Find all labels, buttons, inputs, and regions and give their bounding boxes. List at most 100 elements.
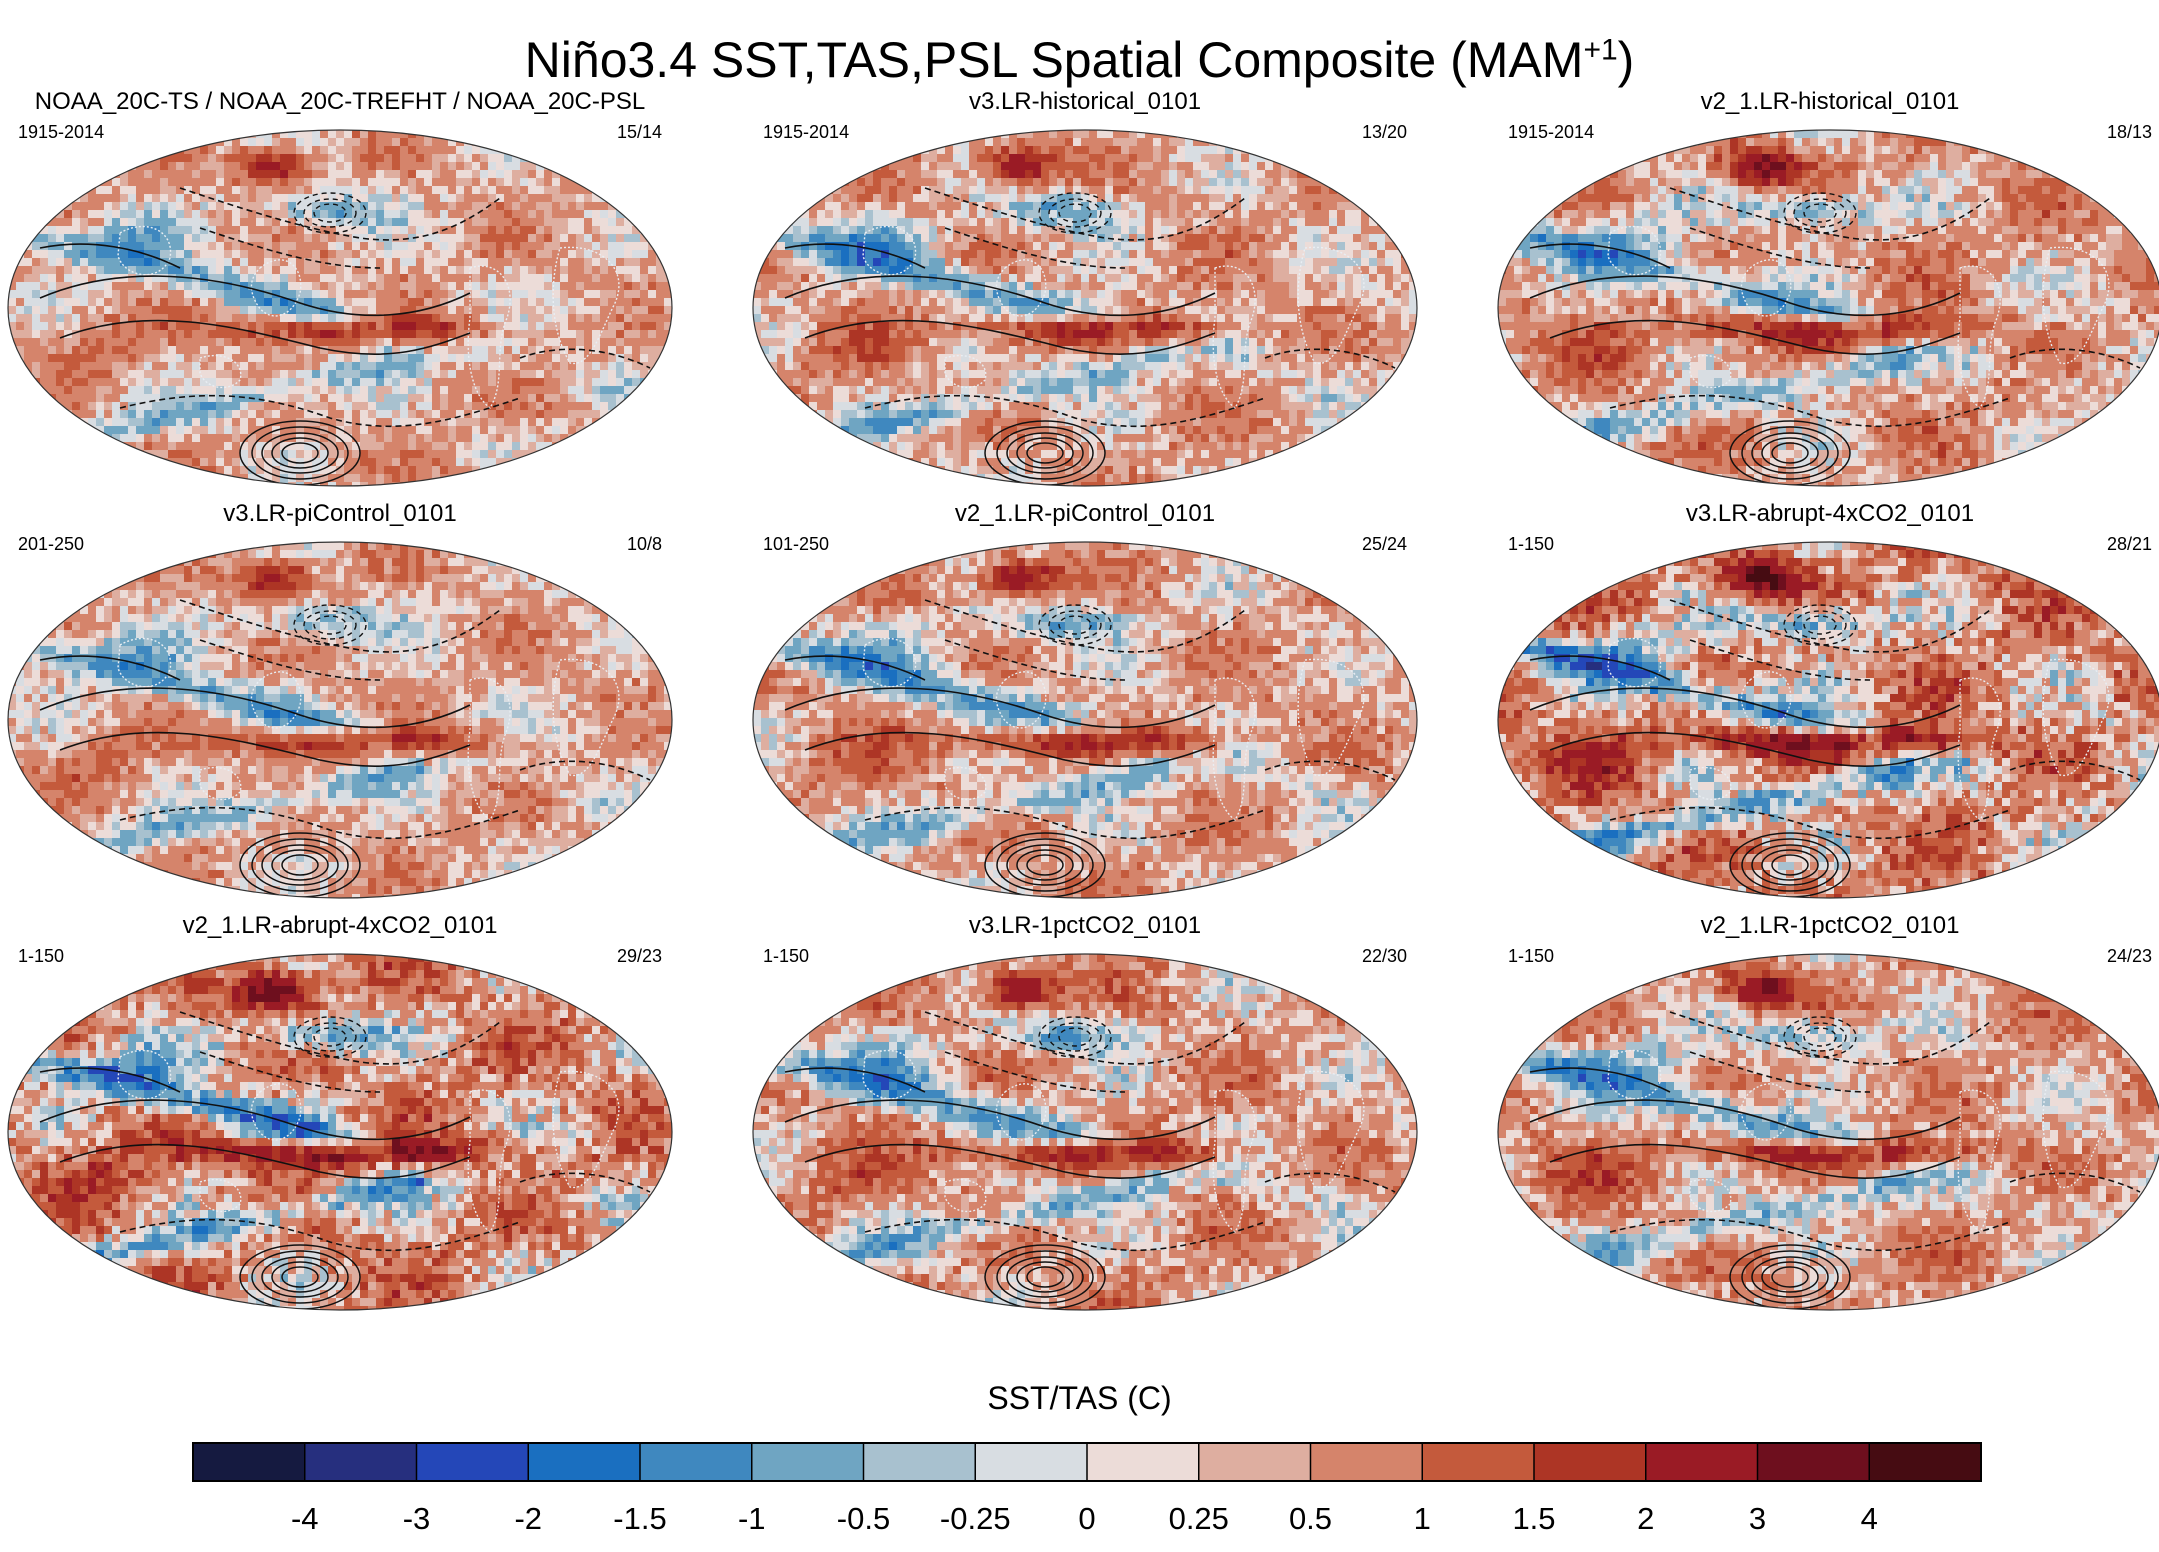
sst-cell [288,186,297,195]
sst-cell [320,250,329,259]
sst-cell [520,434,529,443]
sst-cell [568,162,577,171]
sst-cell [1289,130,1298,139]
sst-cell [504,434,513,443]
sst-cell [769,170,778,179]
sst-cell [128,370,137,379]
sst-cell [64,274,73,283]
sst-cell [96,154,105,163]
sst-cell [809,194,818,203]
sst-cell [849,218,858,227]
sst-cell [432,426,441,435]
sst-cell [312,434,321,443]
sst-cell [392,306,401,315]
sst-cell [504,266,513,275]
sst-cell [528,306,537,315]
sst-cell [240,458,249,467]
sst-cell [128,362,137,371]
sst-cell [632,442,641,451]
sst-cell [360,466,369,475]
sst-cell [40,450,49,459]
sst-cell [96,442,105,451]
sst-cell [1233,234,1242,243]
sst-cell [184,146,193,155]
sst-cell [488,298,497,307]
sst-cell [16,290,25,299]
sst-cell [841,210,850,219]
sst-cell [1001,218,1010,227]
sst-cell [72,442,81,451]
sst-cell [304,250,313,259]
sst-cell [104,410,113,419]
sst-cell [1145,170,1154,179]
sst-cell [136,330,145,339]
sst-cell [232,434,241,443]
sst-cell [280,426,289,435]
sst-cell [825,210,834,219]
sst-cell [336,178,345,187]
sst-cell [656,426,665,435]
sst-cell [144,186,153,195]
sst-cell [320,162,329,171]
sst-cell [1049,218,1058,227]
sst-cell [488,330,497,339]
sst-cell [120,314,129,323]
sst-cell [1009,242,1018,251]
sst-cell [168,266,177,275]
sst-cell [592,370,601,379]
sst-cell [384,410,393,419]
sst-cell [280,362,289,371]
sst-cell [1209,170,1218,179]
sst-cell [1273,170,1282,179]
sst-cell [464,218,473,227]
sst-cell [1081,162,1090,171]
sst-cell [416,258,425,267]
sst-cell [384,178,393,187]
sst-cell [1393,202,1402,211]
sst-cell [1409,138,1417,147]
sst-cell [96,394,105,403]
sst-cell [985,218,994,227]
sst-field [8,130,672,486]
sst-cell [112,178,121,187]
sst-cell [608,234,617,243]
sst-cell [16,162,25,171]
sst-cell [1209,218,1218,227]
sst-cell [921,130,930,139]
sst-cell [985,202,994,211]
figure-title-season: MAM [1467,32,1584,88]
sst-cell [24,354,33,363]
sst-cell [616,426,625,435]
sst-cell [232,410,241,419]
sst-cell [616,458,625,467]
sst-cell [320,282,329,291]
sst-cell [288,370,297,379]
sst-cell [432,378,441,387]
sst-cell [16,418,25,427]
sst-cell [400,410,409,419]
sst-cell [1305,226,1314,235]
sst-cell [480,162,489,171]
sst-cell [160,434,169,443]
sst-cell [40,234,49,243]
sst-cell [40,338,49,347]
sst-cell [785,162,794,171]
sst-cell [208,426,217,435]
sst-cell [208,290,217,299]
sst-cell [32,354,41,363]
sst-cell [584,354,593,363]
sst-cell [480,218,489,227]
sst-cell [176,234,185,243]
sst-cell [232,242,241,251]
sst-cell [648,250,657,259]
sst-cell [504,426,513,435]
sst-cell [8,370,17,379]
sst-cell [80,130,89,139]
sst-cell [376,242,385,251]
sst-cell [32,178,41,187]
sst-cell [448,450,457,459]
sst-cell [360,226,369,235]
sst-cell [1057,130,1066,139]
sst-cell [296,178,305,187]
sst-cell [1185,234,1194,243]
